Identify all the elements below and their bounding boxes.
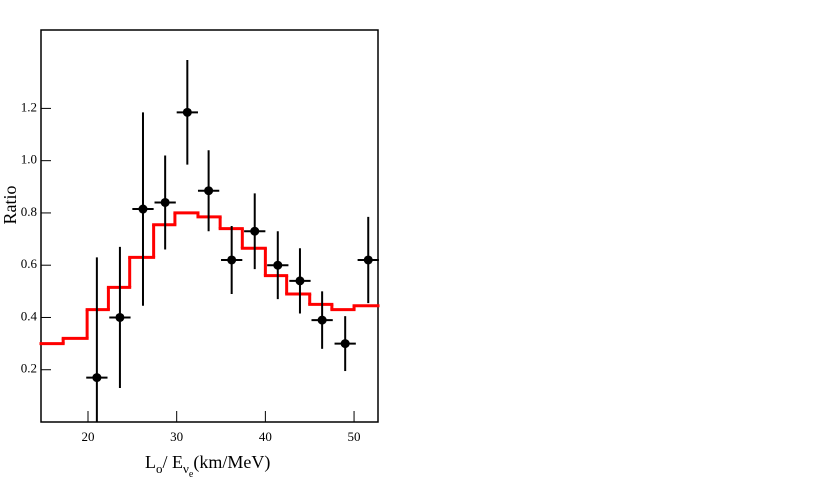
x-axis-label-part: (km/MeV) xyxy=(193,452,270,473)
data-point xyxy=(160,197,170,207)
x-tick-label: 30 xyxy=(170,429,183,444)
x-tick-label: 50 xyxy=(348,429,361,444)
data-point xyxy=(92,373,102,383)
x-axis-label-part: o xyxy=(156,461,163,476)
x-tick-label: 40 xyxy=(259,429,272,444)
x-axis-label-part: / E xyxy=(163,452,184,472)
x-axis-label-part: L xyxy=(145,452,156,472)
x-axis-label-part: ν xyxy=(183,461,189,476)
y-tick-label: 1.0 xyxy=(21,152,37,167)
data-point xyxy=(115,312,125,322)
data-point xyxy=(295,276,305,286)
x-axis-label: Lo/ Eνe(km/MeV) xyxy=(145,452,270,478)
data-point xyxy=(182,107,192,117)
data-point xyxy=(227,255,237,265)
y-tick-label: 0.8 xyxy=(21,204,37,219)
y-tick-label: 0.4 xyxy=(21,308,38,323)
data-point xyxy=(250,226,260,236)
plot-frame xyxy=(40,29,379,423)
x-axis-label-part: e xyxy=(189,469,194,478)
data-point xyxy=(273,260,283,270)
x-tick-label: 20 xyxy=(82,429,95,444)
data-point xyxy=(204,186,214,196)
y-tick-label: 0.6 xyxy=(21,256,38,271)
y-tick-label: 1.2 xyxy=(21,99,37,114)
data-point xyxy=(340,339,350,349)
data-point xyxy=(363,255,373,265)
data-point xyxy=(138,204,148,214)
data-point xyxy=(317,315,327,325)
y-axis-label: Ratio xyxy=(0,186,20,225)
y-tick-label: 0.2 xyxy=(21,361,37,376)
